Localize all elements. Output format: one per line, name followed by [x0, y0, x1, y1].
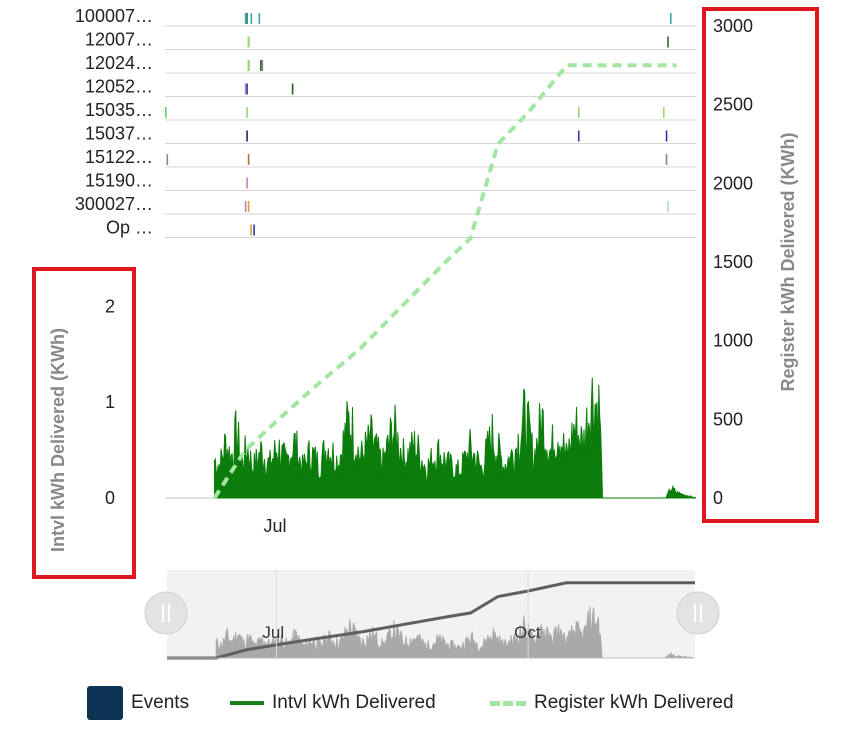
event-mark[interactable]	[669, 13, 672, 24]
event-mark[interactable]	[577, 107, 580, 118]
series-register-kwh[interactable]	[212, 63, 677, 500]
left-axis-tick: 1	[105, 392, 115, 412]
navigator-register-line	[167, 581, 695, 660]
series-register-line[interactable]	[212, 63, 677, 500]
legend-item-events[interactable]: Events	[87, 683, 189, 723]
left-axis-tick: 0	[105, 488, 115, 508]
right-axis-ticks: 0 500 1000 1500 2000 2500 3000	[713, 16, 753, 508]
right-axis-tick: 1500	[713, 252, 753, 272]
x-axis-tick: Jul	[264, 516, 287, 536]
events-row-label: 300027…	[75, 194, 153, 214]
series-intvl-area[interactable]	[214, 377, 697, 499]
right-axis-tick: 1000	[713, 331, 753, 351]
navigator-left-handle[interactable]	[144, 591, 188, 635]
x-axis-ticks: Jul	[264, 516, 287, 536]
left-axis-ticks: 0 1 2	[105, 296, 115, 508]
navigator-ticks: Jul Oct	[262, 570, 541, 658]
event-mark[interactable]	[246, 13, 248, 24]
series-intvl-kwh[interactable]	[214, 377, 697, 499]
events-row-label: 15122…	[85, 147, 153, 167]
right-axis-title: Register kWh Delivered (KWh)	[778, 132, 798, 391]
event-mark[interactable]	[662, 107, 665, 118]
event-mark[interactable]	[665, 154, 668, 165]
legend-item-intvl[interactable]: Intvl kWh Delivered	[230, 683, 436, 723]
events-row-labels: 100007… 12007… 12024… 12052… 15035… 15037… 151…	[75, 6, 153, 238]
event-mark[interactable]	[244, 13, 247, 24]
event-mark[interactable]	[246, 83, 248, 95]
left-axis-tick: 2	[105, 296, 115, 316]
right-axis-highlight-box	[702, 7, 819, 523]
event-mark[interactable]	[250, 224, 252, 236]
events-grid	[165, 25, 696, 238]
right-axis-tick: 2000	[713, 173, 753, 193]
navigator-tick-label: Jul	[262, 623, 284, 642]
navigator-tick-label: Oct	[514, 623, 541, 642]
events-marks[interactable]	[165, 13, 672, 236]
event-mark[interactable]	[667, 36, 669, 48]
event-mark[interactable]	[258, 13, 261, 24]
event-mark[interactable]	[261, 60, 264, 71]
events-row-label: Op …	[106, 218, 153, 238]
event-mark[interactable]	[291, 83, 294, 95]
event-mark[interactable]	[253, 224, 255, 236]
event-mark[interactable]	[165, 107, 167, 118]
legend-item-register[interactable]: Register kWh Delivered	[490, 683, 734, 723]
legend-label-intvl: Intvl kWh Delivered	[272, 692, 436, 713]
right-axis-tick: 500	[713, 409, 743, 429]
event-mark[interactable]	[667, 201, 669, 212]
left-axis-title: Intvl kWh Delivered (KWh)	[48, 328, 68, 552]
events-row-label: 12024…	[85, 53, 153, 73]
right-axis-tick: 0	[713, 488, 723, 508]
event-mark[interactable]	[166, 154, 169, 165]
event-mark[interactable]	[247, 36, 250, 48]
event-mark[interactable]	[665, 130, 668, 142]
event-mark[interactable]	[246, 130, 248, 142]
event-mark[interactable]	[246, 107, 248, 118]
navigator-right-handle[interactable]	[676, 591, 720, 635]
event-mark[interactable]	[247, 154, 250, 165]
events-row-label: 12007…	[85, 30, 153, 50]
right-axis-tick: 2500	[713, 95, 753, 115]
events-row-label: 15190…	[85, 171, 153, 191]
event-mark[interactable]	[246, 177, 248, 189]
navigator-background	[167, 570, 695, 658]
event-mark[interactable]	[247, 201, 250, 212]
legend-swatch-intvl	[230, 701, 264, 705]
left-axis-highlight-box	[32, 267, 136, 579]
event-mark[interactable]	[244, 201, 247, 212]
right-axis-tick: 3000	[713, 16, 753, 36]
events-row-label: 12052…	[85, 77, 153, 97]
event-mark[interactable]	[250, 13, 253, 24]
legend: Events Intvl kWh Delivered Register kWh …	[0, 683, 867, 723]
legend-label-register: Register kWh Delivered	[534, 692, 734, 713]
event-mark[interactable]	[260, 60, 262, 71]
events-row-label: 15035…	[85, 100, 153, 120]
events-row-label: 100007…	[75, 6, 153, 26]
event-mark[interactable]	[247, 60, 250, 71]
events-row-label: 15037…	[85, 124, 153, 144]
navigator[interactable]: Jul Oct	[144, 570, 720, 660]
event-mark[interactable]	[577, 130, 580, 142]
legend-swatch-register	[490, 700, 526, 706]
legend-label-events: Events	[131, 692, 190, 713]
legend-swatch-events	[87, 686, 123, 720]
event-mark[interactable]	[244, 83, 247, 95]
